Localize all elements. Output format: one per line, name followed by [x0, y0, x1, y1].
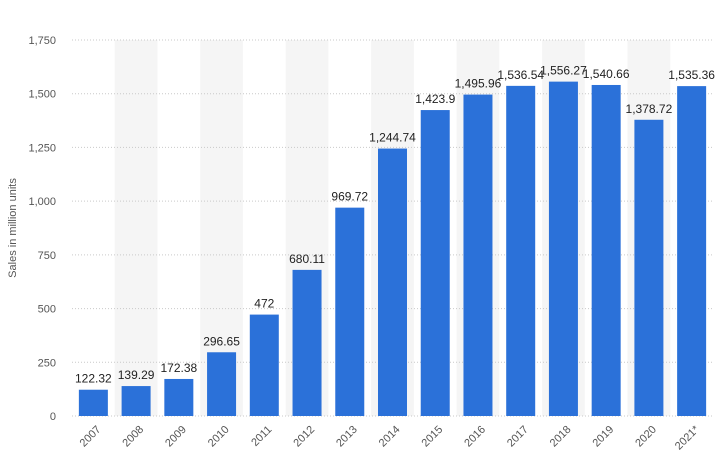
data-label: 1,495.96 [455, 77, 502, 91]
data-label: 1,540.66 [583, 67, 630, 81]
bar-2011[interactable] [249, 314, 279, 416]
y-tick-label: 750 [38, 250, 56, 262]
x-tick-label: 2009 [163, 424, 189, 450]
bar-2009[interactable] [164, 378, 194, 416]
data-label: 1,556.27 [540, 64, 587, 78]
x-tick-label: 2017 [505, 424, 531, 450]
x-tick-label: 2007 [78, 424, 104, 450]
y-tick-label: 1,000 [28, 196, 56, 208]
y-tick-label: 0 [50, 411, 56, 423]
y-axis-title: Sales in million units [7, 178, 19, 278]
bar-2019[interactable] [591, 84, 621, 416]
x-tick-label: 2013 [334, 424, 360, 450]
y-tick-label: 1,500 [28, 89, 56, 101]
bars [78, 81, 707, 417]
x-tick-label: 2019 [590, 424, 616, 450]
x-tick-label: 2021* [673, 423, 702, 452]
y-tick-label: 1,250 [28, 142, 56, 154]
x-tick-label: 2011 [249, 424, 274, 449]
data-label: 139.29 [118, 368, 155, 382]
data-label: 472 [254, 297, 274, 311]
data-label: 1,378.72 [626, 102, 673, 116]
data-label: 1,244.74 [369, 131, 416, 145]
bar-2016[interactable] [463, 94, 493, 416]
x-tick-label: 2014 [377, 424, 403, 450]
bar-2015[interactable] [420, 110, 450, 416]
bar-2008[interactable] [121, 386, 151, 416]
x-tick-label: 2015 [420, 424, 446, 450]
data-label: 1,423.9 [415, 92, 455, 106]
y-tick-label: 250 [38, 357, 56, 369]
bar-2010[interactable] [207, 352, 237, 416]
x-tick-label: 2016 [462, 424, 488, 450]
x-axis-ticks: 2007 2008 2009 2010 2011 2012 2013 2014 2015 2016… [78, 423, 703, 452]
data-label: 1,535.36 [668, 68, 715, 82]
column-band [114, 40, 158, 416]
y-tick-label: 1,750 [28, 35, 56, 47]
data-label: 172.38 [160, 361, 197, 375]
bar-2020[interactable] [634, 119, 664, 417]
bar-2018[interactable] [548, 81, 578, 417]
x-tick-label: 2010 [206, 424, 232, 450]
bar-2014[interactable] [378, 148, 407, 416]
data-label: 296.65 [203, 334, 240, 348]
x-tick-label: 2012 [291, 424, 317, 450]
bar-2017[interactable] [506, 85, 536, 416]
x-tick-label: 2020 [633, 424, 659, 450]
x-tick-label: 2018 [548, 424, 574, 450]
bar-2021[interactable] [677, 86, 707, 416]
data-labels: 122.32 139.29 172.38 296.65 472 680.11 969.72 1… [75, 64, 715, 386]
y-axis-ticks: 0 250 500 750 1,000 1,250 1,500 1,750 [28, 35, 56, 423]
x-tick-label: 2008 [120, 424, 146, 450]
y-tick-label: 500 [38, 304, 56, 316]
bar-2007[interactable] [78, 389, 108, 416]
data-label: 969.72 [331, 190, 368, 204]
data-label: 122.32 [75, 372, 112, 386]
bar-2012[interactable] [292, 269, 322, 416]
data-label: 680.11 [289, 252, 325, 266]
bar-2013[interactable] [335, 207, 365, 416]
data-label: 1,536.54 [497, 68, 544, 82]
